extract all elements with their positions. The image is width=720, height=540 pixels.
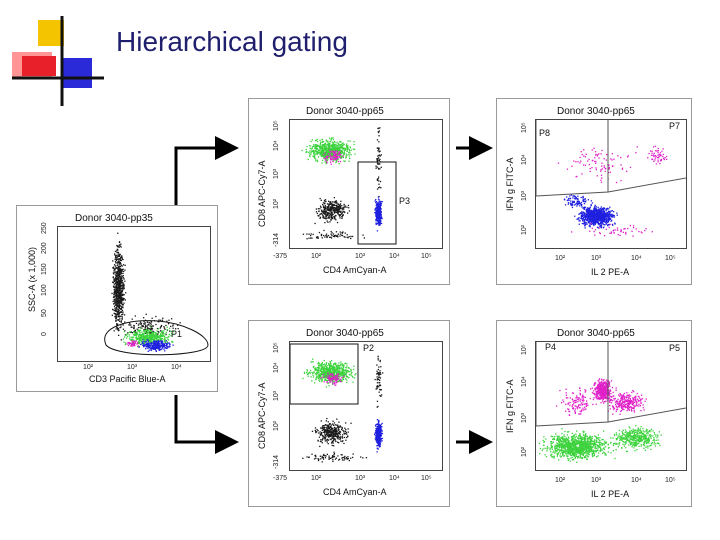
gate-p4-outline	[536, 342, 609, 427]
y-tick: 10²	[273, 420, 280, 431]
y-tick: 10⁵	[521, 122, 528, 133]
y-tick: 10⁵	[521, 344, 528, 355]
gate-p3-outline	[357, 161, 397, 245]
plot-title: Donor 3040-pp65	[557, 328, 635, 339]
x-tick: 10⁵	[421, 253, 432, 260]
plot-area	[57, 226, 211, 362]
plot-title: Donor 3040-pp35	[75, 213, 153, 224]
x-tick: 10³	[127, 364, 138, 371]
plot-area	[535, 119, 687, 249]
plot-title: Donor 3040-pp65	[557, 106, 635, 117]
gate-p5-outline	[607, 342, 686, 423]
x-tick: 10⁴	[631, 477, 642, 484]
gate-p1-outline	[104, 320, 209, 356]
x-tick: -375	[273, 475, 288, 482]
x-tick: 10⁵	[665, 255, 676, 262]
plot-area	[289, 119, 443, 249]
y-tick: 100	[41, 284, 48, 296]
gate-label-p8: P8	[539, 128, 551, 138]
y-axis-label: IFN g FITC-A	[505, 379, 515, 434]
plot-title: Donor 3040-pp65	[306, 106, 384, 117]
plot-area	[535, 341, 687, 471]
x-tick: 10⁴	[171, 364, 182, 371]
y-tick: 10³	[521, 190, 528, 201]
x-tick: 10⁵	[665, 477, 676, 484]
y-tick: 10⁵	[273, 120, 280, 131]
slide-title: Hierarchical gating	[116, 26, 348, 57]
x-axis-label: IL 2 PE-A	[591, 489, 630, 499]
gate-label-p5: P5	[669, 343, 681, 353]
cyto-cd8-plot-panel: Donor 3040-pp65 P4 P5 10² 10³ 10⁴ 10⁵ IL…	[496, 320, 692, 507]
x-tick: 10²	[311, 253, 322, 260]
x-tick: 10³	[591, 255, 602, 262]
y-tick: 200	[41, 242, 48, 254]
y-axis-label: CD8 APC-Cy7-A	[257, 160, 267, 227]
x-tick: 10²	[83, 364, 94, 371]
gate-label-p1: P1	[171, 329, 183, 339]
y-tick: 10⁴	[273, 140, 280, 151]
x-axis-label: IL 2 PE-A	[591, 267, 630, 277]
y-tick: 10⁵	[273, 342, 280, 353]
y-tick: 10³	[521, 412, 528, 423]
y-axis-label: IFN g FITC-A	[505, 157, 515, 212]
cd4cd8-a-plot-panel: Donor 3040-pp65 P3 -375 10² 10³ 10⁴ 10⁵ …	[248, 98, 450, 285]
x-tick: 10²	[555, 477, 566, 484]
y-tick: 10²	[521, 446, 528, 457]
x-tick: 10⁵	[421, 475, 432, 482]
gate-label-p7: P7	[669, 121, 681, 131]
y-tick: 50	[41, 309, 48, 317]
y-axis-label: CD8 APC-Cy7-A	[257, 382, 267, 449]
gate-p2-outline	[290, 343, 359, 405]
cyto-cd4-plot-panel: Donor 3040-pp65 P8 P7 10² 10³ 10⁴ 10⁵ IL…	[496, 98, 692, 285]
x-axis-label: CD4 AmCyan-A	[323, 265, 387, 275]
plot-area	[289, 341, 443, 471]
scatter-dots	[301, 127, 397, 245]
x-tick: 10⁴	[631, 255, 642, 262]
y-tick: 10³	[273, 168, 280, 179]
x-tick: 10³	[355, 253, 366, 260]
scatter-dots	[290, 343, 384, 463]
x-tick: 10²	[555, 255, 566, 262]
x-tick: 10⁴	[389, 253, 400, 260]
y-tick: 10²	[521, 224, 528, 235]
plot-title: Donor 3040-pp65	[306, 328, 384, 339]
x-tick: 10³	[355, 475, 366, 482]
scatter-dots	[536, 120, 686, 237]
x-tick: -375	[273, 253, 288, 260]
y-tick: 250	[41, 222, 48, 234]
y-tick: -314	[273, 232, 280, 247]
connector-root-to-cd4cd8-b	[174, 395, 239, 454]
y-tick: 10³	[273, 390, 280, 401]
y-tick: 10⁴	[521, 376, 528, 387]
y-tick: -314	[273, 454, 280, 469]
cd4cd8-b-plot-panel: Donor 3040-pp65 P2 -375 10² 10³ 10⁴ 10⁵ …	[248, 320, 450, 507]
x-axis-label: CD3 Pacific Blue-A	[89, 374, 166, 384]
gate-label-p3: P3	[399, 196, 411, 206]
y-tick: 150	[41, 263, 48, 275]
x-tick: 10²	[311, 475, 322, 482]
root-plot-panel: Donor 3040-pp35 P1 10² 10³ 10⁴ CD3 Pacif…	[16, 205, 218, 392]
x-tick: 10³	[591, 477, 602, 484]
y-tick: 0	[41, 332, 48, 336]
gate-p7-outline	[607, 120, 686, 193]
y-tick: 10²	[273, 198, 280, 209]
connector-root-to-cd4cd8-a	[174, 136, 239, 205]
gate-label-p2: P2	[363, 343, 375, 353]
gate-label-p4: P4	[545, 342, 557, 352]
scatter-dots	[536, 342, 686, 463]
x-axis-label: CD4 AmCyan-A	[323, 487, 387, 497]
y-tick: 10⁴	[273, 362, 280, 373]
y-axis-label: SSC-A (x 1,000)	[27, 246, 37, 312]
scatter-dots	[104, 232, 209, 356]
x-tick: 10⁴	[389, 475, 400, 482]
slide-logo-icon	[12, 16, 104, 106]
y-tick: 10⁴	[521, 154, 528, 165]
